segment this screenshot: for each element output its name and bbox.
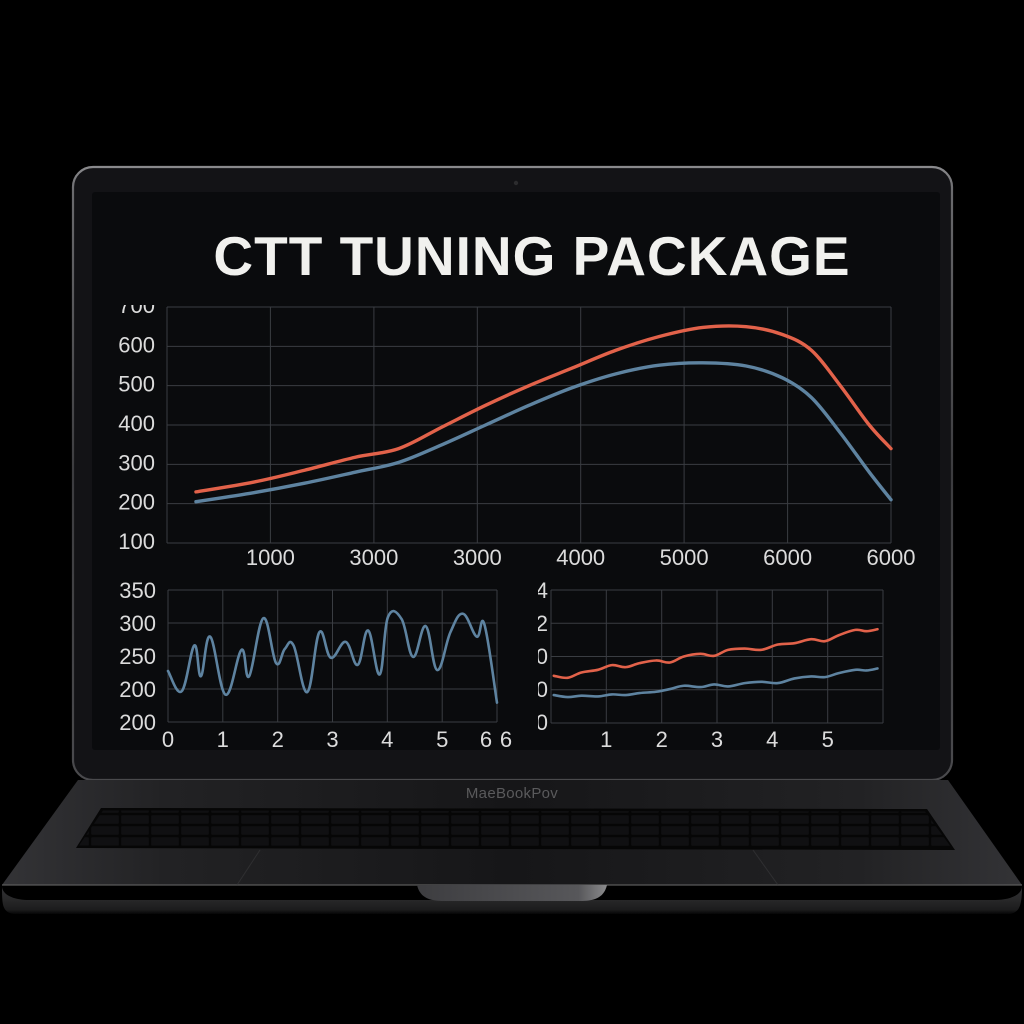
svg-text:MaeBookPov: MaeBookPov (466, 785, 558, 802)
